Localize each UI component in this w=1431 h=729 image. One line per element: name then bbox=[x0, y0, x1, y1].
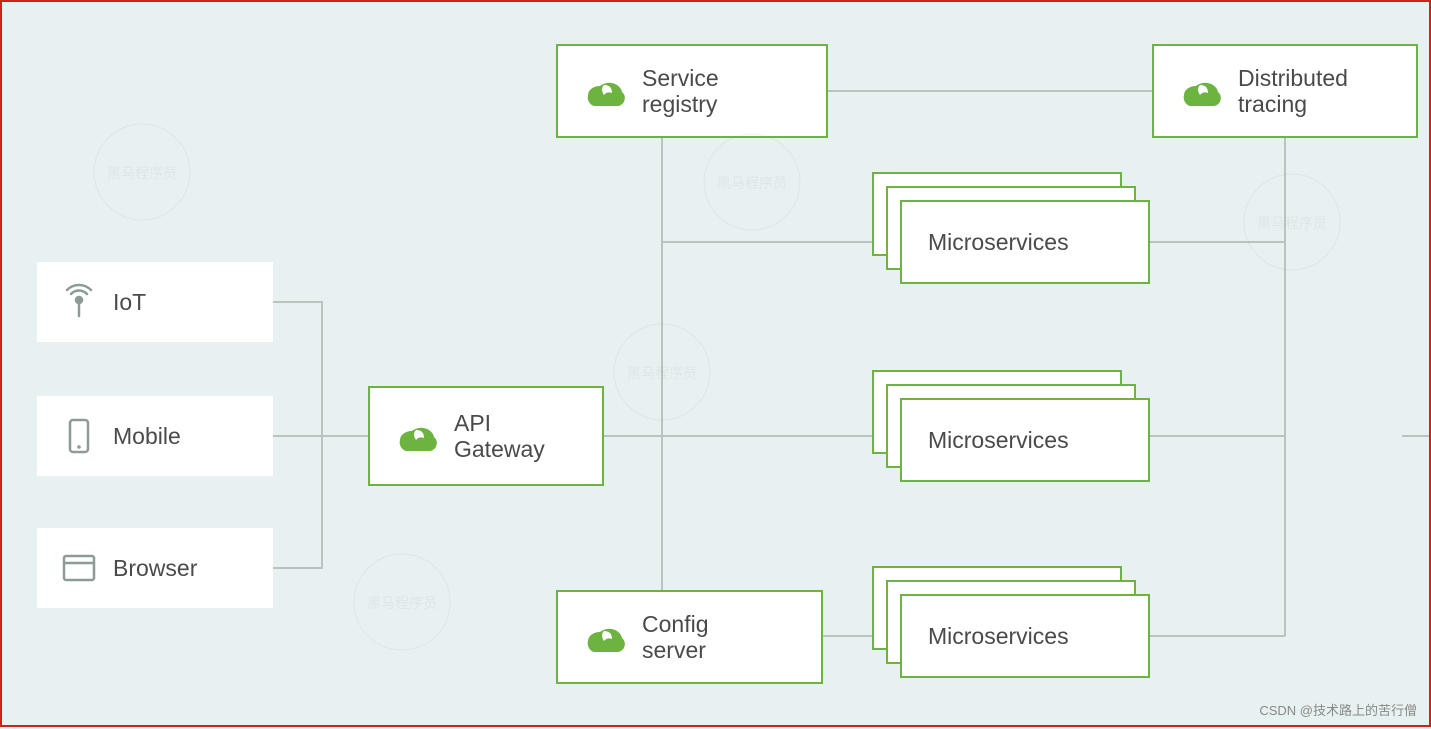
node-registry: Service registry bbox=[556, 44, 828, 138]
node-mobile-label: Mobile bbox=[113, 423, 181, 449]
stack-layer-top: Microservices bbox=[900, 594, 1150, 678]
spring-icon bbox=[392, 416, 440, 456]
svg-text:黑马程序员: 黑马程序员 bbox=[717, 175, 787, 191]
stack-layer-top: Microservices bbox=[900, 398, 1150, 482]
node-browser: Browser bbox=[37, 528, 273, 608]
watermark: 黑马程序员 bbox=[602, 312, 722, 432]
watermark: 黑马程序员 bbox=[82, 112, 202, 232]
svg-text:黑马程序员: 黑马程序员 bbox=[1257, 215, 1327, 231]
node-browser-label: Browser bbox=[113, 555, 197, 581]
node-config-label: Config server bbox=[642, 611, 708, 664]
node-iot: IoT bbox=[37, 262, 273, 342]
stack-ms1: Microservices bbox=[872, 172, 1150, 284]
svg-text:黑马程序员: 黑马程序员 bbox=[107, 165, 177, 181]
svg-text:黑马程序员: 黑马程序员 bbox=[627, 365, 697, 381]
diagram-canvas: IoT Mobile Browser Service registry bbox=[2, 2, 1429, 725]
footer-attribution: CSDN @技术路上的苦行僧 bbox=[1259, 700, 1417, 719]
stack-ms1-label: Microservices bbox=[928, 229, 1069, 256]
node-config: Config server bbox=[556, 590, 823, 684]
watermark: 黑马程序员 bbox=[692, 122, 812, 242]
node-registry-label: Service registry bbox=[642, 65, 719, 118]
node-gateway-label: API Gateway bbox=[454, 410, 545, 463]
node-gateway: API Gateway bbox=[368, 386, 604, 486]
browser-icon bbox=[59, 548, 99, 588]
stack-ms3-label: Microservices bbox=[928, 623, 1069, 650]
spring-icon bbox=[1176, 71, 1224, 111]
svg-text:黑马程序员: 黑马程序员 bbox=[367, 595, 437, 611]
stack-ms2-label: Microservices bbox=[928, 427, 1069, 454]
watermark: 黑马程序员 bbox=[342, 542, 462, 662]
stack-layer-top: Microservices bbox=[900, 200, 1150, 284]
node-iot-label: IoT bbox=[113, 289, 146, 315]
node-tracing-label: Distributed tracing bbox=[1238, 65, 1348, 118]
iot-icon bbox=[59, 282, 99, 322]
node-mobile: Mobile bbox=[37, 396, 273, 476]
stack-ms2: Microservices bbox=[872, 370, 1150, 482]
spring-icon bbox=[580, 71, 628, 111]
stack-ms3: Microservices bbox=[872, 566, 1150, 678]
spring-icon bbox=[580, 617, 628, 657]
watermark: 黑马程序员 bbox=[1232, 162, 1352, 282]
mobile-icon bbox=[59, 416, 99, 456]
node-tracing: Distributed tracing bbox=[1152, 44, 1418, 138]
